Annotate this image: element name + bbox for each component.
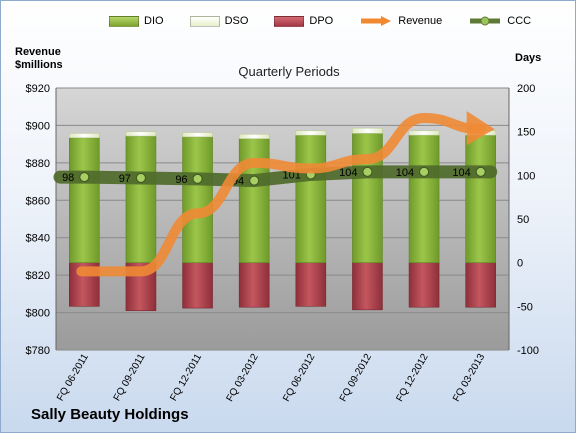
legend-item-revenue: Revenue: [359, 15, 442, 27]
ccc-point: [362, 166, 373, 177]
revenue-arrowhead: [466, 111, 495, 146]
bar-dio: [238, 138, 270, 263]
legend-marker-ccc: [470, 16, 501, 26]
ccc-point: [249, 175, 260, 186]
legend-label-dio: DIO: [144, 15, 164, 27]
legend-swatch-dso: [189, 15, 220, 27]
bar-dso: [69, 133, 100, 139]
bar-dso: [182, 132, 213, 138]
right-tick-label: 150: [517, 127, 535, 139]
right-axis-head: Days: [515, 52, 542, 64]
legend-swatch-dpo: [274, 15, 305, 27]
ccc-point: [475, 166, 486, 177]
left-tick-label: $880: [26, 158, 50, 170]
legend-item-dio: DIO: [109, 15, 164, 27]
bar-dio: [69, 137, 100, 263]
ccc-line: [53, 165, 498, 188]
ccc-data-label: 98: [62, 172, 74, 184]
ccc-data-label: 104: [396, 167, 414, 179]
left-tick-label: $840: [26, 233, 50, 245]
left-tick-label: $820: [26, 270, 50, 282]
right-tick-label: 0: [517, 258, 523, 270]
revenue-line: [76, 112, 486, 277]
right-tick-label: 200: [517, 83, 535, 95]
bar-dpo: [238, 262, 270, 308]
legend: DIO DSO DPO Revenue CCC: [109, 15, 557, 27]
bar-dso: [238, 134, 270, 139]
left-tick-label: $900: [26, 120, 50, 132]
right-tick-label: 100: [517, 170, 535, 182]
bar-dso: [408, 130, 440, 136]
x-tick-label: FQ 09-2012: [338, 352, 374, 404]
ccc-data-label: 97: [119, 173, 131, 185]
bar-dio: [295, 134, 327, 263]
x-tick-label: FQ 12-2011: [168, 352, 204, 403]
left-tick-label: $800: [26, 308, 50, 320]
legend-item-ccc: CCC: [468, 15, 531, 27]
bar-dio: [125, 135, 157, 263]
right-tick-label: -100: [517, 345, 539, 357]
legend-arrow-revenue: [361, 16, 392, 26]
bar-dso: [352, 127, 383, 134]
ccc-point: [135, 172, 146, 183]
legend-item-dpo: DPO: [274, 15, 333, 27]
legend-swatch-dio: [109, 15, 139, 27]
ccc-point: [192, 173, 203, 184]
legend-label-revenue: Revenue: [398, 15, 443, 27]
right-tick-label: 50: [517, 214, 529, 226]
bar-dso: [295, 130, 327, 136]
bar-dpo: [182, 262, 213, 309]
legend-item-dso: DSO: [189, 15, 249, 27]
x-tick-label: FQ 03-2012: [225, 352, 261, 404]
bar-dio: [408, 134, 440, 263]
x-tick-label: FQ 06-2011: [55, 352, 91, 403]
x-tick-label: FQ 03-2013: [451, 352, 487, 404]
x-tick-label: FQ 09-2011: [112, 352, 148, 403]
bar-dpo: [408, 262, 440, 308]
bar-dpo: [352, 262, 383, 311]
left-axis-head: Revenue $millions: [15, 46, 63, 71]
bar-dpo: [295, 262, 327, 307]
bar-dpo: [465, 262, 496, 308]
x-tick-label: FQ 12-2012: [394, 352, 430, 404]
company-name: Sally Beauty Holdings: [31, 406, 189, 423]
bar-dio: [465, 134, 496, 263]
right-tick-label: -50: [517, 301, 533, 313]
left-tick-label: $780: [26, 345, 50, 357]
plot-area: [56, 88, 509, 350]
bar-dso: [125, 131, 157, 137]
ccc-data-label: 104: [452, 167, 470, 179]
ccc-data-label: 96: [175, 174, 187, 186]
legend-label-dso: DSO: [224, 15, 249, 27]
x-tick-label: FQ 06-2012: [281, 352, 317, 404]
left-tick-label: $920: [26, 83, 50, 95]
bar-dio: [182, 136, 213, 263]
ccc-data-label: 104: [339, 167, 357, 179]
legend-label-dpo: DPO: [309, 15, 334, 27]
ccc-point: [79, 172, 90, 183]
ccc-point: [419, 166, 430, 177]
left-tick-label: $860: [26, 195, 50, 207]
legend-label-ccc: CCC: [507, 15, 532, 27]
